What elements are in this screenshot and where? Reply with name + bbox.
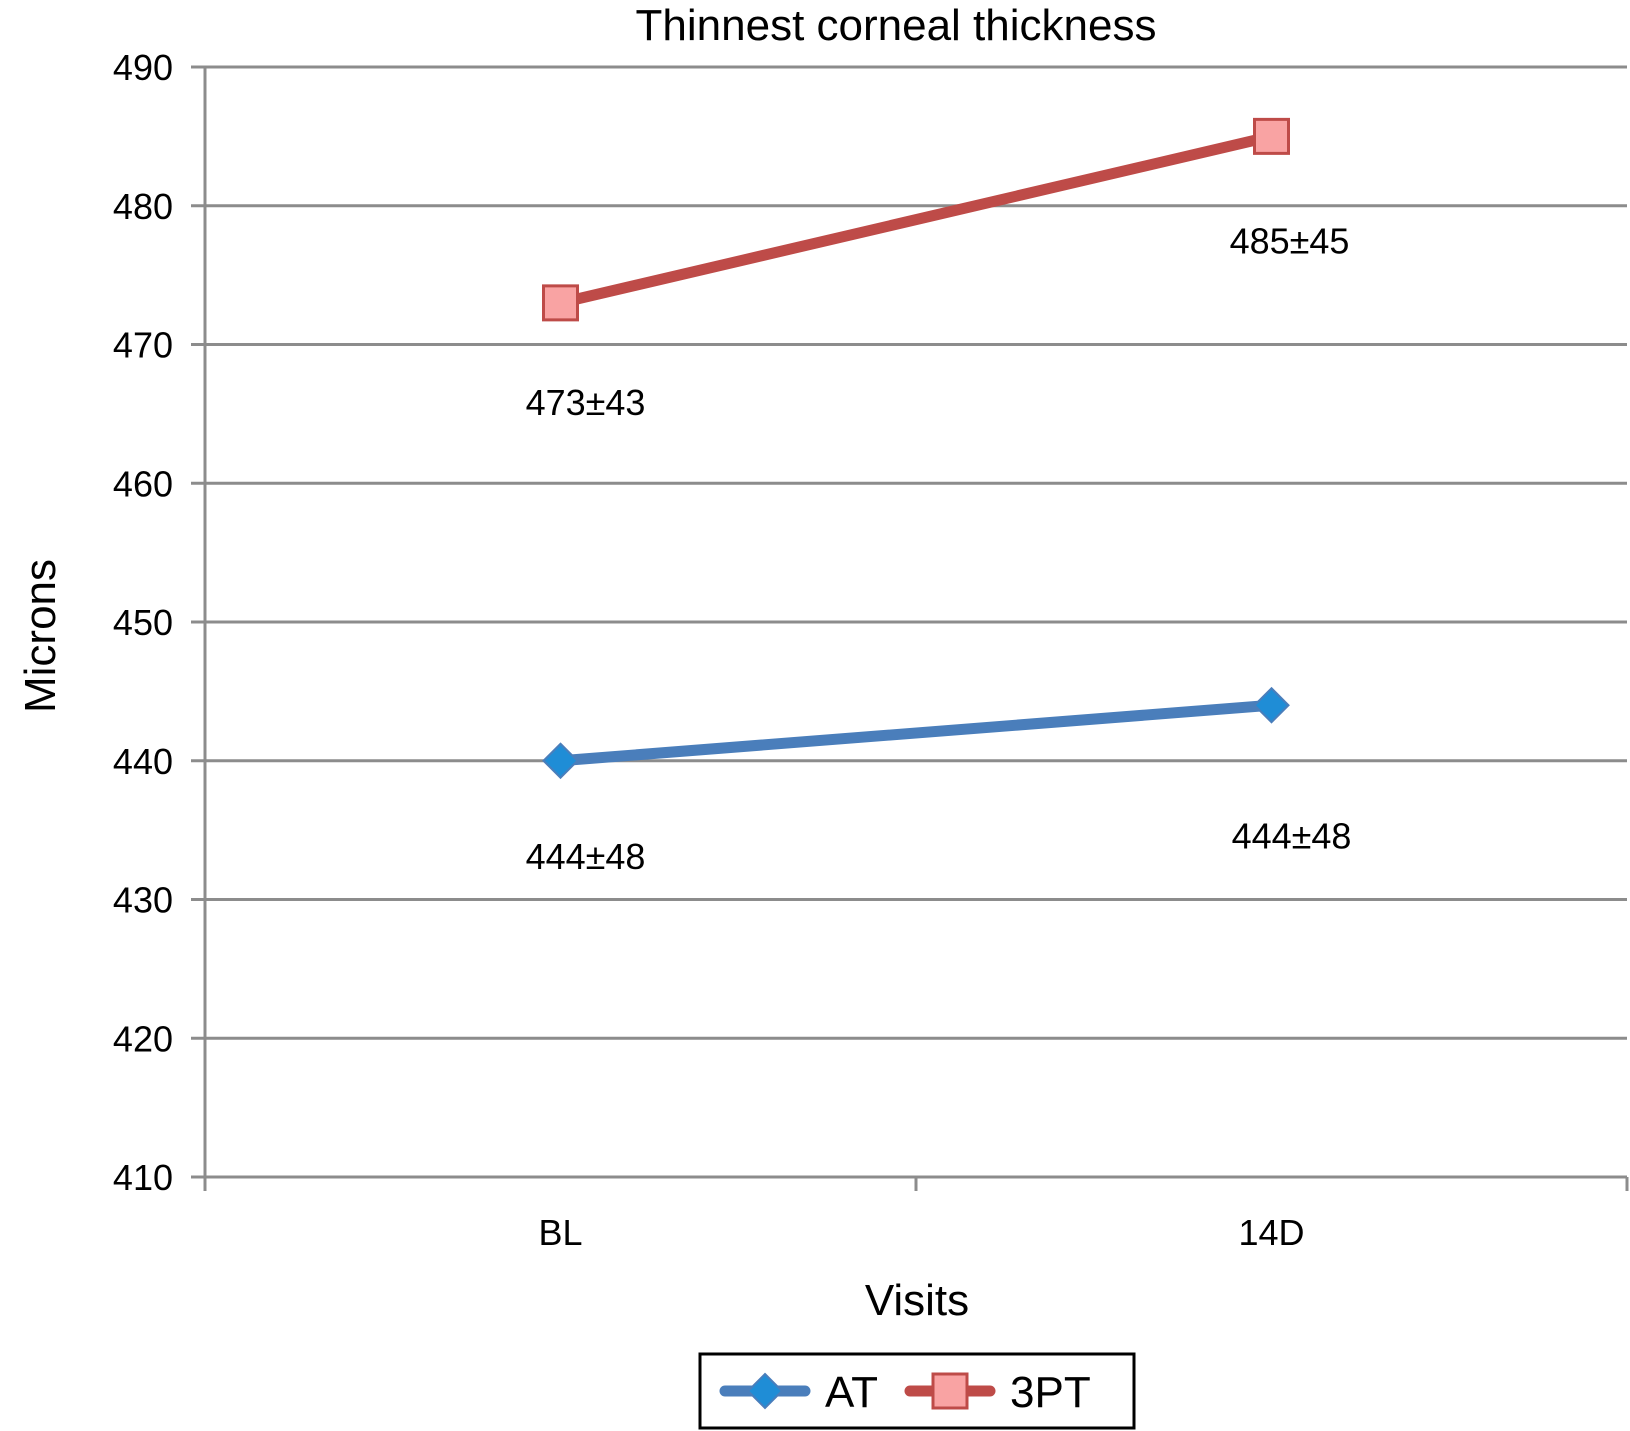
data-point-at	[1253, 686, 1290, 724]
y-tick-label: 490	[113, 47, 173, 88]
data-point-3pt	[1253, 117, 1290, 155]
data-label-at: 444±48	[526, 836, 646, 877]
y-tick-labels: 410 420 430 440 450 460 470 480 490	[113, 47, 173, 1198]
legend: AT 3PT	[698, 1352, 1136, 1430]
x-axis-label: Visits	[865, 1276, 969, 1325]
series-line-at	[555, 699, 1277, 767]
y-tick-label: 430	[113, 880, 173, 921]
y-tick-label: 410	[113, 1157, 173, 1198]
y-tick-label: 450	[113, 602, 173, 643]
axes	[191, 65, 1629, 1191]
y-tick-label: 420	[113, 1018, 173, 1059]
legend-marker-3pt	[931, 1372, 969, 1410]
y-tick-label: 470	[113, 325, 173, 366]
y-tick-label: 440	[113, 741, 173, 782]
series-lines	[542, 117, 1290, 780]
data-label-at: 444±48	[1232, 815, 1352, 856]
series-line-3pt	[555, 130, 1277, 309]
y-tick-label: 460	[113, 463, 173, 504]
y-axis-label: Microns	[16, 559, 65, 713]
data-label-3pt: 473±43	[526, 382, 646, 423]
y-tick-label: 480	[113, 186, 173, 227]
x-tick-labels: BL 14D	[538, 1212, 1304, 1253]
legend-marker-at	[746, 1372, 784, 1410]
x-tick-label: 14D	[1238, 1212, 1304, 1253]
data-point-at	[542, 742, 579, 780]
data-point-3pt	[542, 284, 579, 322]
data-label-3pt: 485±45	[1230, 220, 1350, 261]
legend-label-at: AT	[825, 1368, 878, 1417]
x-tick-label: BL	[538, 1212, 582, 1253]
data-labels: 444±48 444±48 473±43 485±45	[526, 220, 1352, 876]
legend-label-3pt: 3PT	[1010, 1368, 1091, 1417]
gridlines	[205, 65, 1627, 1040]
chart-title: Thinnest corneal thickness	[636, 1, 1157, 50]
